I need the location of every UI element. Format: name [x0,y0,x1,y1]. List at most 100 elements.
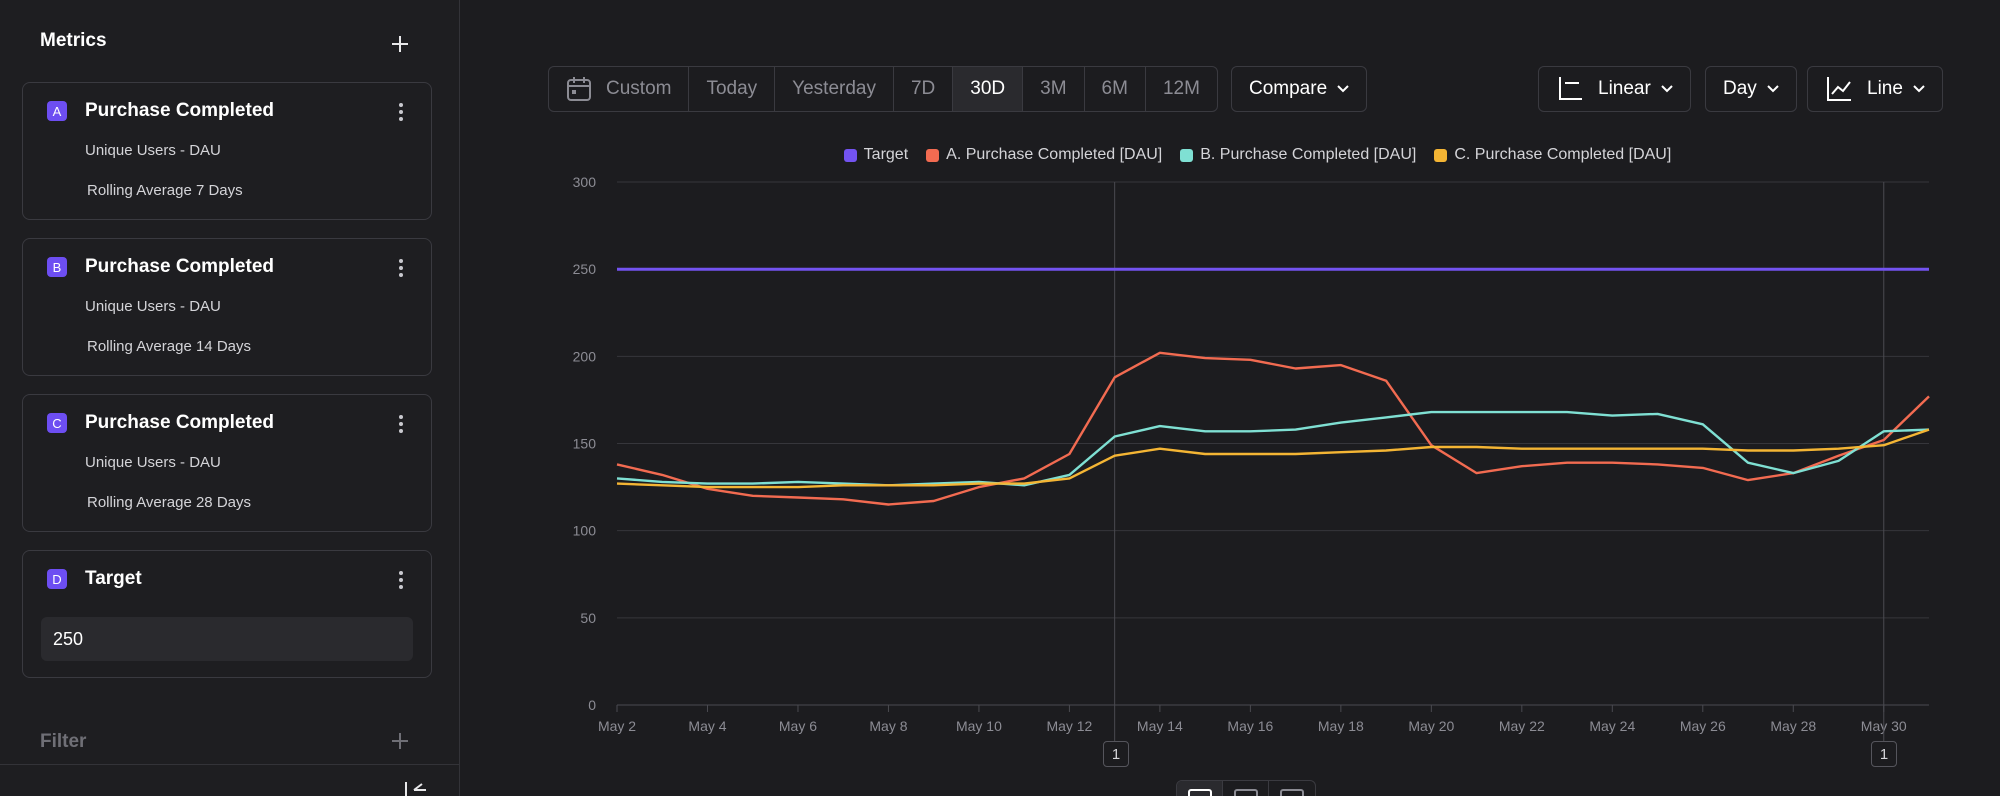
metric-title: Purchase Completed [85,256,274,277]
metric-formula[interactable]: Rolling Average 7 Days [87,182,243,199]
range-7d-button[interactable]: 7D [894,67,954,111]
x-tick-label: May 28 [1770,718,1816,734]
metric-title: Target [85,568,142,589]
x-tick-label: May 6 [779,718,817,734]
sidebar-divider [0,764,460,765]
compare-label: Compare [1249,78,1328,99]
metric-formula[interactable]: Rolling Average 28 Days [87,494,251,511]
metrics-title: Metrics [40,30,107,51]
metric-letter-badge: B [47,257,67,277]
metric-card-c[interactable]: C Purchase Completed Unique Users - DAU … [22,394,432,532]
x-tick-label: May 26 [1680,718,1726,734]
chevron-down-icon [1337,85,1349,93]
compare-dropdown[interactable]: Compare [1231,66,1368,112]
metric-measure[interactable]: Unique Users - DAU [85,454,221,471]
kebab-menu-icon[interactable] [389,99,413,125]
line-chart-icon [1827,77,1851,101]
legend-item-b[interactable]: B. Purchase Completed [DAU] [1180,146,1416,164]
split-view-icon [1233,789,1258,796]
kebab-menu-icon[interactable] [389,255,413,281]
metric-letter-badge: A [47,101,67,121]
chart-type-dropdown[interactable]: Line [1807,66,1943,112]
metric-title: Purchase Completed [85,100,274,121]
range-6m-button[interactable]: 6M [1085,67,1146,111]
series-line-b [616,410,1930,487]
legend-item-a[interactable]: A. Purchase Completed [DAU] [926,146,1162,164]
y-tick-label: 100 [573,523,597,539]
annotation-marker[interactable]: 1 [1103,741,1129,767]
metric-formula[interactable]: Rolling Average 14 Days [87,338,251,355]
view-toggle [1176,780,1316,796]
filter-title: Filter [40,731,87,752]
x-tick-label: May 4 [688,718,726,734]
target-value-input[interactable]: 250 [41,617,413,661]
legend-swatch [843,148,857,162]
chart-view-icon [1187,789,1212,796]
y-tick-label: 50 [580,610,596,626]
table-view-icon [1280,789,1304,796]
scale-dropdown[interactable]: Linear [1538,66,1691,112]
plus-icon [392,733,408,749]
metric-measure[interactable]: Unique Users - DAU [85,142,221,159]
collapse-sidebar-icon[interactable] [402,782,426,796]
calendar-icon [567,77,591,101]
metric-letter-badge: C [47,413,67,433]
range-3m-button[interactable]: 3M [1023,67,1085,111]
annotation-marker[interactable]: 1 [1871,741,1897,767]
x-tick-label: May 22 [1499,718,1545,734]
metric-card-a[interactable]: A Purchase Completed Unique Users - DAU … [22,82,432,220]
chevron-down-icon [1767,85,1779,93]
kebab-menu-icon[interactable] [389,411,413,437]
scale-label: Linear [1598,78,1651,99]
x-tick-label: May 2 [598,718,636,734]
legend-swatch [1434,148,1448,162]
metric-card-b[interactable]: B Purchase Completed Unique Users - DAU … [22,238,432,376]
legend-item-c[interactable]: C. Purchase Completed [DAU] [1434,146,1671,164]
legend-label: Target [863,146,909,163]
metric-title: Purchase Completed [85,412,274,433]
chart-type-label: Line [1867,78,1903,99]
legend-label: C. Purchase Completed [DAU] [1454,146,1672,163]
chevron-down-icon [1661,85,1673,93]
chevron-down-icon [1913,85,1925,93]
view-table-button[interactable] [1269,781,1315,796]
plus-icon [392,36,408,52]
legend-swatch [1180,148,1194,162]
metric-card-target[interactable]: D Target 250 [22,550,432,678]
x-tick-label: May 16 [1227,718,1273,734]
legend-item-target[interactable]: Target [843,146,909,164]
axis-icon [1559,77,1582,100]
x-tick-label: May 24 [1589,718,1635,734]
range-custom-label: Custom [606,78,672,99]
x-tick-label: May 18 [1318,718,1364,734]
x-tick-label: May 8 [869,718,907,734]
series-line-a [616,351,1930,506]
interval-dropdown[interactable]: Day [1705,66,1797,112]
x-tick-label: May 20 [1408,718,1454,734]
legend-swatch [926,148,940,162]
kebab-menu-icon[interactable] [389,567,413,593]
y-tick-label: 200 [573,348,597,364]
view-split-button[interactable] [1223,781,1269,796]
legend-label: B. Purchase Completed [DAU] [1200,146,1417,163]
chart-legend: Target A. Purchase Completed [DAU] B. Pu… [0,146,2000,164]
view-chart-button[interactable] [1177,781,1223,796]
series-line-c [616,428,1930,489]
y-tick-label: 300 [573,174,597,190]
range-custom-button[interactable]: Custom [549,67,690,111]
x-tick-label: May 12 [1046,718,1092,734]
legend-label: A. Purchase Completed [DAU] [946,146,1163,163]
add-filter-button[interactable] [386,727,414,755]
y-tick-label: 0 [588,697,596,713]
x-tick-label: May 10 [956,718,1002,734]
metric-measure[interactable]: Unique Users - DAU [85,298,221,315]
date-range-selector: Custom Today Yesterday 7D 30D 3M 6M 12M [548,66,1218,112]
range-30d-button[interactable]: 30D [953,67,1024,111]
metrics-sidebar: Metrics A Purchase Completed Unique User… [0,0,460,796]
range-12m-button[interactable]: 12M [1162,78,1200,99]
add-metric-button[interactable] [386,30,414,58]
range-yesterday-button[interactable]: Yesterday [775,67,894,111]
interval-label: Day [1723,78,1757,99]
range-today-button[interactable]: Today [689,67,776,111]
